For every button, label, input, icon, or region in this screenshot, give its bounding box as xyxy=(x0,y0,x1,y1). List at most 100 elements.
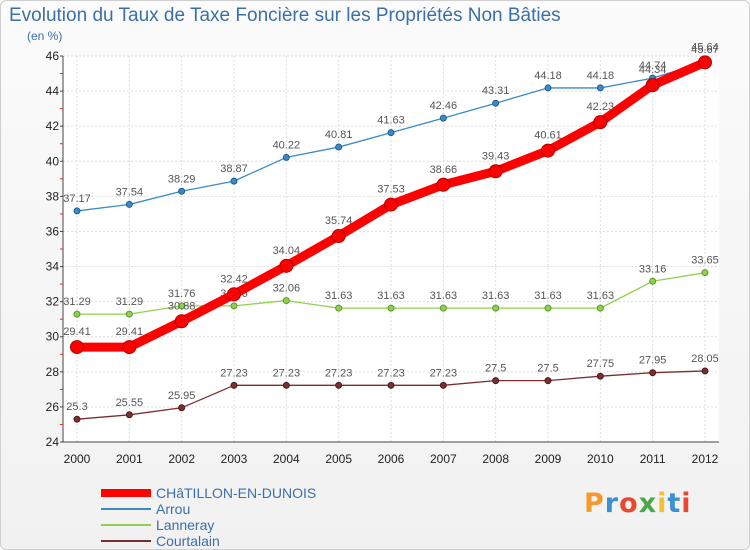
legend-label: Lanneray xyxy=(156,517,215,533)
x-tick-label: 2006 xyxy=(378,452,405,466)
logo-letter: i xyxy=(681,488,692,519)
data-point xyxy=(73,207,81,215)
data-label: 43.31 xyxy=(482,85,510,97)
data-point xyxy=(282,297,290,305)
data-label: 31.76 xyxy=(168,288,196,300)
legend-swatch xyxy=(101,524,151,526)
legend-item: CHâTILLON-EN-DUNOIS xyxy=(101,485,401,501)
proxiti-logo: Proxiti xyxy=(584,488,692,519)
y-tick-label: 38 xyxy=(46,189,60,203)
data-label: 44.18 xyxy=(587,70,615,82)
data-label: 44.34 xyxy=(639,64,667,76)
data-point xyxy=(649,369,657,377)
data-label: 27.75 xyxy=(587,358,615,370)
y-tick-label: 36 xyxy=(46,224,60,238)
data-label: 27.23 xyxy=(430,367,458,379)
data-point xyxy=(73,415,81,423)
x-tick-label: 2002 xyxy=(168,452,195,466)
data-label: 44.74 xyxy=(639,60,667,72)
legend-label: CHâTILLON-EN-DUNOIS xyxy=(156,485,317,501)
data-label: 42.23 xyxy=(587,101,615,113)
data-label: 29.41 xyxy=(116,326,144,338)
data-point xyxy=(230,177,238,185)
data-point xyxy=(331,229,346,244)
data-point xyxy=(492,99,500,107)
data-point xyxy=(174,314,189,329)
logo-letter: r xyxy=(604,488,620,519)
data-label: 39.43 xyxy=(482,150,510,162)
data-label: 31.63 xyxy=(482,290,510,302)
data-label: 33.65 xyxy=(691,255,719,267)
x-tick-label: 2003 xyxy=(221,452,248,466)
data-label: 29.41 xyxy=(63,326,91,338)
data-point xyxy=(227,287,241,302)
data-point xyxy=(230,381,238,389)
x-tick-label: 2010 xyxy=(587,452,614,466)
y-tick-label: 46 xyxy=(46,49,60,63)
data-label: 45.67 xyxy=(691,44,719,56)
data-label: 31.63 xyxy=(534,290,562,302)
data-point xyxy=(596,304,604,312)
data-point xyxy=(492,377,500,385)
data-label: 38.29 xyxy=(168,173,196,185)
y-tick-label: 40 xyxy=(46,154,60,168)
y-tick-label: 26 xyxy=(46,400,60,414)
data-label: 38.87 xyxy=(220,163,248,175)
data-point xyxy=(593,115,608,130)
x-tick-label: 2005 xyxy=(325,452,352,466)
data-point xyxy=(387,304,395,312)
legend-label: Courtalain xyxy=(156,533,220,549)
data-point xyxy=(544,84,552,92)
x-tick-label: 2004 xyxy=(273,452,300,466)
chart-title: Evolution du Taux de Taxe Foncière sur l… xyxy=(9,5,561,26)
legend: CHâTILLON-EN-DUNOIS Arrou Lanneray Courtala… xyxy=(101,485,401,549)
data-label: 27.23 xyxy=(377,367,405,379)
data-label: 32.06 xyxy=(273,283,301,295)
data-point xyxy=(384,197,398,212)
data-label: 40.22 xyxy=(273,139,301,151)
data-point xyxy=(125,411,133,419)
y-tick-label: 32 xyxy=(46,295,60,309)
data-point xyxy=(544,377,552,385)
x-tick-label: 2009 xyxy=(535,452,562,466)
data-point xyxy=(387,381,395,389)
data-point xyxy=(335,381,343,389)
y-tick-label: 28 xyxy=(46,365,60,379)
logo-letter: t xyxy=(667,488,682,519)
logo-letter: o xyxy=(619,488,639,519)
data-point xyxy=(230,302,238,310)
legend-item: Arrou xyxy=(101,501,401,517)
data-point xyxy=(596,372,604,380)
data-label: 40.61 xyxy=(534,130,562,142)
data-label: 37.17 xyxy=(63,193,91,205)
y-tick-label: 42 xyxy=(46,119,60,133)
data-point xyxy=(596,84,604,92)
data-point xyxy=(649,277,657,285)
logo-letter: i xyxy=(657,488,668,519)
data-point xyxy=(279,258,294,273)
legend-swatch xyxy=(101,508,151,510)
data-point xyxy=(282,381,290,389)
data-point xyxy=(439,114,447,122)
data-label: 35.74 xyxy=(325,215,353,227)
legend-swatch xyxy=(101,540,151,542)
x-tick-label: 2011 xyxy=(640,452,666,466)
data-point xyxy=(73,310,81,318)
data-point xyxy=(645,78,660,93)
data-point xyxy=(387,129,395,137)
x-tick-label: 2007 xyxy=(430,452,457,466)
data-label: 25.55 xyxy=(116,397,144,409)
data-label: 32.42 xyxy=(220,273,248,285)
unit-label: (en %) xyxy=(27,29,63,43)
data-label: 25.3 xyxy=(66,401,87,413)
data-label: 31.63 xyxy=(430,290,458,302)
logo-letter: P xyxy=(584,488,605,519)
data-label: 38.66 xyxy=(430,164,458,176)
legend-label: Arrou xyxy=(156,501,191,517)
data-label: 27.23 xyxy=(325,367,353,379)
data-label: 31.29 xyxy=(116,296,144,308)
y-tick-label: 30 xyxy=(46,330,60,344)
data-label: 44.18 xyxy=(534,70,562,82)
data-label: 28.05 xyxy=(691,353,719,365)
data-label: 37.53 xyxy=(377,184,405,196)
